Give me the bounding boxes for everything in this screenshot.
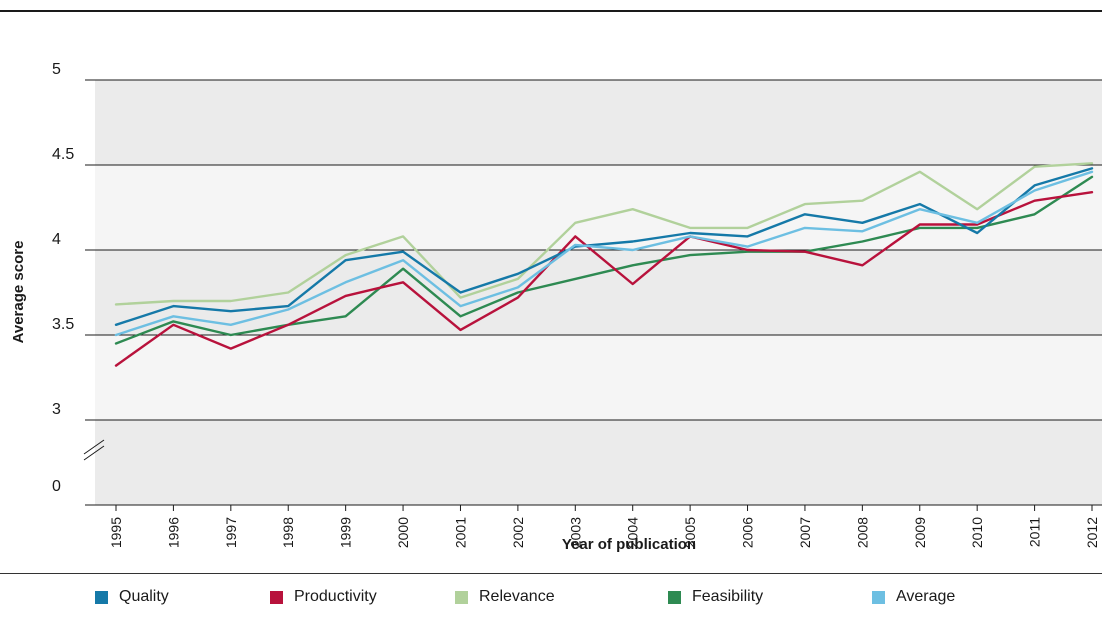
legend-item-relevance: Relevance (455, 586, 555, 608)
x-axis-label: Year of publication (562, 536, 696, 553)
legend-label: Feasibility (692, 588, 764, 605)
y-tick-label: 3.5 (52, 316, 74, 333)
plot-band (95, 165, 1102, 250)
x-tick-label: 1999 (338, 517, 354, 548)
y-tick-label: 3 (52, 401, 61, 418)
x-tick-label: 2002 (510, 517, 526, 548)
plot-background (95, 80, 1102, 505)
series-line-productivity (114, 190, 1094, 367)
x-tick-label: 2012 (1084, 517, 1100, 548)
x-tick-label: 2000 (395, 517, 411, 548)
grid-lines (85, 79, 1102, 506)
series-line-feasibility (114, 175, 1094, 345)
x-tick-label: 1996 (165, 517, 181, 548)
legend-swatch (95, 590, 108, 604)
legend-swatch (455, 590, 468, 604)
x-tick-label: 2010 (969, 517, 985, 548)
legend-label: Average (896, 588, 956, 605)
line-chart: 5 4.5 4 3.5 3 0 1995 1996 1997 1998 1999 2000 2001 2… (10, 61, 1102, 553)
x-tick-label: 2006 (740, 517, 756, 548)
bottom-rule (0, 573, 1102, 574)
legend-label: Quality (119, 588, 169, 605)
x-tick-label: 2001 (452, 517, 468, 548)
x-tick-label: 2009 (912, 517, 928, 548)
legend-item-productivity: Productivity (270, 586, 377, 608)
x-tick-label: 2011 (1027, 517, 1043, 547)
plot-band (95, 420, 1102, 505)
series-line-relevance (114, 162, 1094, 306)
plot-band (95, 250, 1102, 335)
legend-swatch (668, 590, 681, 604)
y-axis-label: Average score (10, 241, 27, 344)
legend-swatch (872, 590, 885, 604)
plot-band (95, 80, 1102, 165)
legend: Quality Productivity Relevance Feasibility A… (95, 586, 1095, 610)
x-tick-label: 1997 (223, 517, 239, 548)
y-tick-label: 4.5 (52, 146, 74, 163)
y-tick-label: 5 (52, 61, 61, 78)
x-axis-ticks: 1995 1996 1997 1998 1999 2000 2001 2002 2003 2004… (108, 505, 1100, 548)
x-tick-label: 1998 (280, 517, 296, 548)
axis-break-stroke (83, 445, 105, 461)
axis-break-stroke (83, 439, 105, 455)
x-tick-label: 2004 (625, 517, 641, 548)
legend-item-average: Average (872, 586, 955, 608)
x-tick-label: 2008 (854, 517, 870, 548)
series-line-average (114, 170, 1094, 337)
y-tick-label: 0 (52, 478, 61, 495)
top-rule (0, 10, 1102, 12)
x-tick-label: 2003 (567, 517, 583, 548)
legend-item-quality: Quality (95, 586, 169, 608)
x-tick-label: 2007 (797, 517, 813, 548)
y-tick-label: 4 (52, 231, 61, 248)
legend-label: Productivity (294, 588, 377, 605)
y-axis-ticks: 5 4.5 4 3.5 3 0 (52, 61, 74, 495)
x-tick-label: 1995 (108, 517, 124, 548)
legend-label: Relevance (479, 588, 555, 605)
legend-item-feasibility: Feasibility (668, 586, 763, 608)
axis-break-mark (83, 439, 105, 461)
legend-swatch (270, 590, 283, 604)
plot-band (95, 335, 1102, 420)
x-tick-label: 2005 (682, 517, 698, 548)
series-line-quality (114, 167, 1094, 326)
series-lines (114, 162, 1094, 367)
